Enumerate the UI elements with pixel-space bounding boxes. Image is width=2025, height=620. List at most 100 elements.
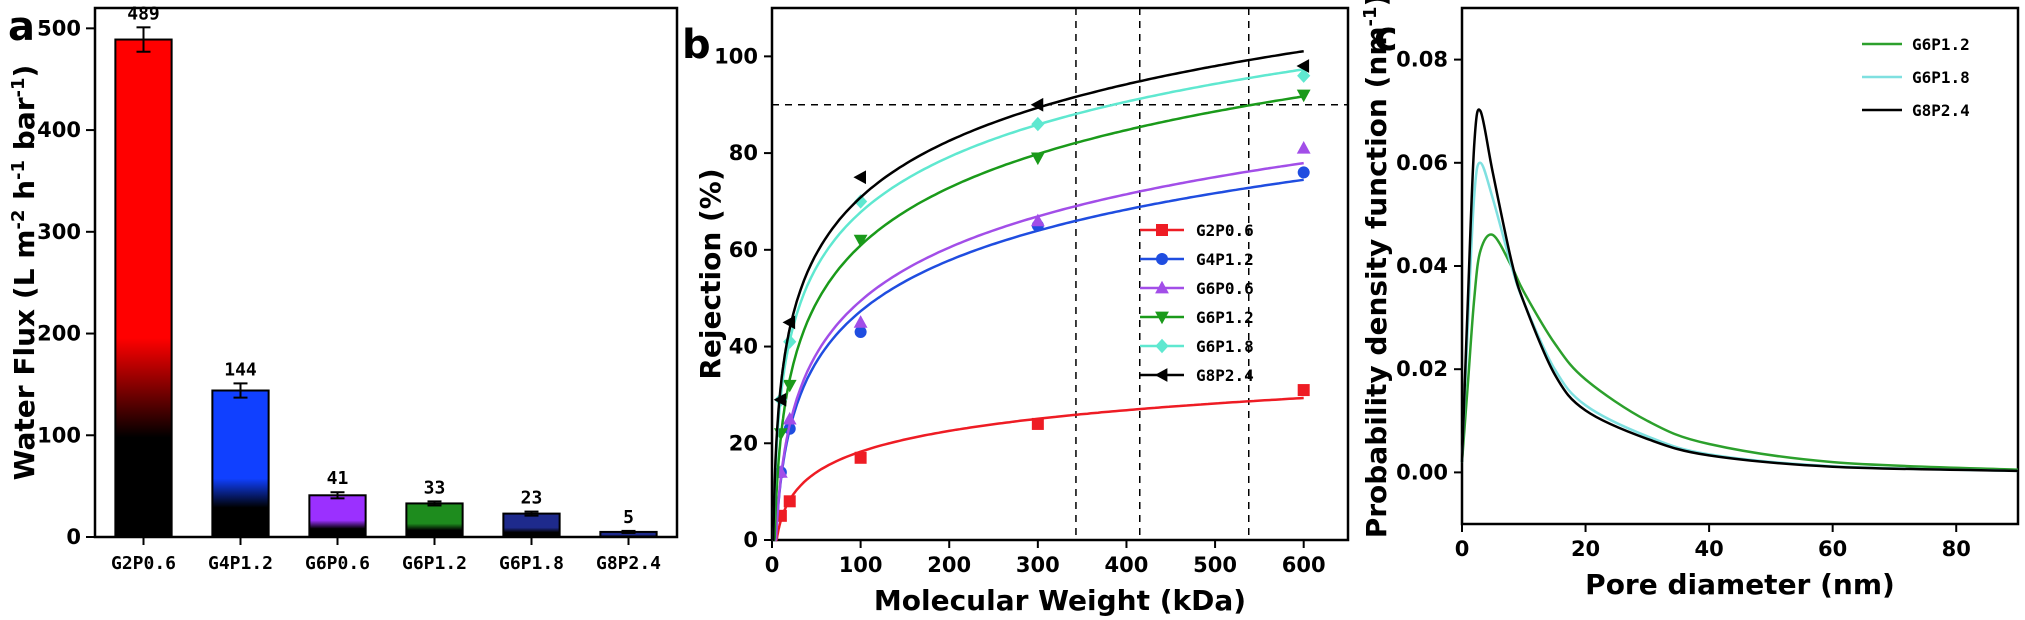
- category-label: G6P1.2: [402, 553, 467, 574]
- y-tick-label-c: 0.00: [1396, 460, 1448, 484]
- pdf-curve: [1460, 233, 2019, 472]
- marker-diamond: [854, 194, 868, 209]
- marker-triangle-down: [853, 234, 868, 248]
- category-label: G2P0.6: [111, 553, 176, 574]
- y-tick-label-c: 0.06: [1396, 151, 1448, 175]
- marker-circle: [1156, 253, 1168, 265]
- marker-square: [1031, 417, 1044, 430]
- x-tick-label-c: 80: [1942, 537, 1971, 561]
- y-tick-label-b: 0: [743, 528, 758, 552]
- marker-triangle-left: [773, 392, 787, 407]
- bar: [211, 389, 270, 538]
- marker-triangle-up: [1030, 213, 1045, 227]
- y-tick-label-b: 40: [729, 335, 758, 359]
- marker-triangle-up: [782, 411, 797, 425]
- y-axis-title-c: Probability density function (nm-1): [1360, 0, 1394, 538]
- marker-square: [783, 495, 796, 508]
- x-axis-title-c: Pore diameter (nm): [1585, 568, 1895, 601]
- bar: [502, 512, 561, 539]
- plot-frame-b: [770, 6, 1350, 542]
- marker-diamond: [783, 334, 797, 349]
- panel-letter-a: a: [8, 4, 35, 50]
- marker-diamond: [1031, 116, 1045, 132]
- marker-circle: [854, 326, 867, 339]
- x-tick-label-c: 0: [1455, 537, 1470, 561]
- panel-c: c 0 20 40 60 80 0.00 0.02 0.04 0.06 0.08 G6P1.2 G6P1…: [1360, 0, 2020, 601]
- data-label: 41: [327, 468, 349, 489]
- marker-triangle-up: [853, 315, 868, 328]
- fit-curve: [772, 68, 1304, 542]
- fit-curve: [772, 161, 1304, 542]
- pdf-curve: [1460, 161, 2019, 473]
- y-tick-label-b: 100: [714, 44, 758, 68]
- data-label: 5: [623, 507, 634, 528]
- data-label: 144: [224, 359, 257, 380]
- legend-label: G4P1.2: [1196, 250, 1254, 269]
- y-tick-label-a: 300: [37, 220, 81, 244]
- legend-label: G2P0.6: [1196, 221, 1254, 240]
- legend-label: G8P2.4: [1196, 366, 1254, 385]
- y-tick-label-a: 0: [66, 525, 81, 549]
- marker-triangle-left: [782, 315, 796, 330]
- marker-triangle-down: [782, 379, 797, 393]
- x-tick-label-b: 200: [927, 553, 971, 577]
- marker-square: [854, 451, 867, 464]
- x-tick-label-c: 60: [1818, 537, 1847, 561]
- legend-label: G6P0.6: [1196, 279, 1254, 298]
- y-tick-label-c: 0.04: [1396, 254, 1448, 278]
- x-tick-label-c: 40: [1694, 537, 1723, 561]
- y-tick-label-a: 500: [37, 16, 81, 40]
- marker-triangle-down: [1030, 152, 1045, 166]
- y-tick-label-c: 0.08: [1396, 48, 1448, 72]
- legend-label: G6P1.2: [1912, 35, 1970, 54]
- x-tick-label-b: 600: [1282, 553, 1326, 577]
- bar: [308, 494, 367, 538]
- y-tick-label-b: 80: [729, 141, 758, 165]
- y-tick-label-a: 400: [37, 118, 81, 142]
- marker-square: [1156, 224, 1168, 236]
- y-tick-label-b: 60: [729, 238, 758, 262]
- panel-letter-c: c: [1374, 14, 1398, 60]
- panel-a: a 0 100 200 300 400 500 489 G2P0.6 144 G4P1.2 41 G6P…: [8, 3, 679, 574]
- pdf-curve: [1460, 108, 2019, 473]
- category-label: G6P0.6: [305, 553, 370, 574]
- x-tick-label-b: 300: [1016, 553, 1060, 577]
- bar: [405, 502, 464, 538]
- legend-label: G6P1.2: [1196, 308, 1254, 327]
- marker-triangle-left: [1296, 59, 1310, 73]
- marker-circle: [1297, 166, 1310, 179]
- y-tick-label-c: 0.02: [1396, 357, 1448, 381]
- legend-label: G6P1.8: [1912, 68, 1970, 87]
- marker-triangle-down: [1296, 89, 1311, 103]
- x-tick-label-b: 500: [1193, 553, 1237, 577]
- data-label: 23: [521, 488, 543, 509]
- marker-triangle-down: [1155, 311, 1169, 325]
- marker-triangle-up: [1155, 280, 1169, 294]
- panel-letter-b: b: [682, 22, 711, 68]
- marker-diamond: [1155, 338, 1169, 354]
- marker-diamond: [1297, 68, 1311, 83]
- x-tick-label-c: 20: [1571, 537, 1600, 561]
- y-tick-label-a: 200: [37, 322, 81, 346]
- x-tick-label-b: 400: [1105, 553, 1149, 577]
- y-tick-label-b: 20: [729, 431, 758, 455]
- data-label: 33: [424, 477, 446, 498]
- marker-triangle-left: [1154, 368, 1168, 382]
- fit-curve: [772, 49, 1304, 542]
- x-tick-label-b: 0: [765, 553, 780, 577]
- panel-b: b 0 100 200 300 400 500 600 0 20 40 60 80 100 G2P0.6 G4…: [682, 6, 1350, 617]
- legend-label: G8P2.4: [1912, 101, 1970, 120]
- data-label: 489: [127, 3, 160, 24]
- legend-label: G6P1.8: [1196, 337, 1254, 356]
- marker-triangle-left: [1030, 97, 1044, 112]
- x-tick-label-b: 100: [839, 553, 883, 577]
- marker-triangle-up: [1296, 141, 1311, 154]
- y-tick-label-a: 100: [37, 423, 81, 447]
- fit-curve: [772, 95, 1304, 542]
- category-label: G6P1.8: [499, 553, 564, 574]
- plot-frame-a: [93, 6, 679, 539]
- category-label: G4P1.2: [208, 553, 273, 574]
- category-label: G8P2.4: [596, 553, 661, 574]
- marker-triangle-left: [853, 170, 867, 185]
